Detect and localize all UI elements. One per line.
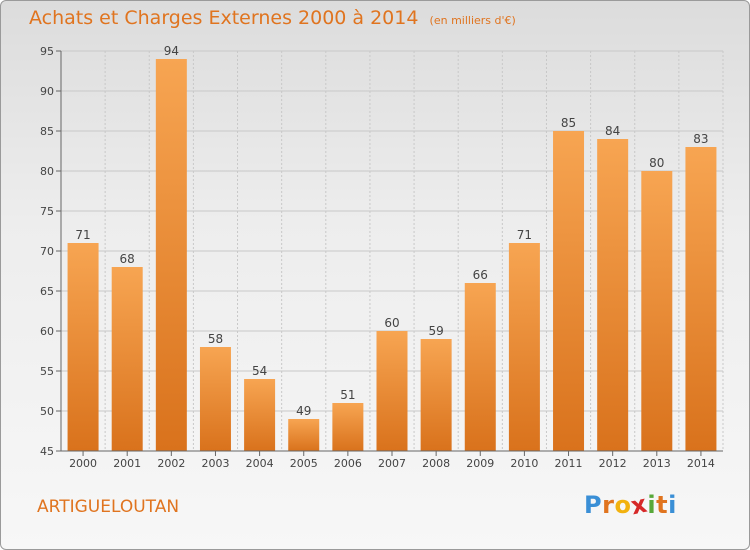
bar-2011: [553, 131, 585, 451]
y-tick-label: 60: [40, 325, 54, 338]
data-label: 54: [252, 364, 267, 378]
bar-2000: [67, 243, 99, 451]
y-tick-label: 95: [40, 45, 54, 58]
bar-2002: [155, 59, 187, 451]
x-tick-label: 2004: [246, 457, 274, 470]
data-label: 84: [605, 124, 620, 138]
x-tick-label: 2012: [599, 457, 627, 470]
data-label: 51: [340, 388, 355, 402]
bar-2007: [376, 331, 408, 451]
bar-2010: [508, 243, 540, 451]
data-label: 68: [120, 252, 135, 266]
x-tick-label: 2013: [643, 457, 671, 470]
data-label: 83: [693, 132, 708, 146]
bar-2012: [597, 139, 629, 451]
y-tick-label: 70: [40, 245, 54, 258]
logo-letter: P: [584, 491, 603, 519]
bar-2006: [332, 403, 364, 451]
data-label: 60: [384, 316, 399, 330]
data-label: 94: [164, 44, 179, 58]
data-label: 59: [428, 324, 443, 338]
y-tick-label: 45: [40, 445, 54, 458]
bar-2004: [244, 379, 276, 451]
chart-title: Achats et Charges Externes 2000 à 2014 (…: [29, 7, 516, 29]
x-tick-label: 2009: [466, 457, 494, 470]
x-tick-label: 2008: [422, 457, 450, 470]
commune-name: ARTIGUELOUTAN: [37, 497, 180, 517]
x-tick-label: 2010: [510, 457, 538, 470]
y-tick-label: 80: [40, 165, 54, 178]
logo-letter: r: [602, 491, 615, 519]
bar-2008: [420, 339, 452, 451]
data-label: 66: [473, 268, 488, 282]
y-tick-label: 90: [40, 85, 54, 98]
x-tick-label: 2007: [378, 457, 406, 470]
bar-2013: [641, 171, 673, 451]
x-tick-label: 2001: [113, 457, 141, 470]
data-label: 80: [649, 156, 664, 170]
x-tick-label: 2006: [334, 457, 362, 470]
logo-letter: i: [647, 491, 657, 519]
title-main: Achats et Charges Externes 2000 à 2014: [29, 7, 419, 29]
bar-2001: [111, 267, 143, 451]
x-tick-label: 2014: [687, 457, 715, 470]
x-tick-label: 2011: [555, 457, 583, 470]
bar-2005: [288, 419, 320, 451]
x-tick-label: 2002: [157, 457, 185, 470]
y-tick-label: 55: [40, 365, 54, 378]
logo-letter: t: [656, 491, 669, 519]
data-label: 71: [75, 228, 90, 242]
proxiti-logo: Proxiti: [584, 490, 677, 521]
y-tick-label: 85: [40, 125, 54, 138]
title-unit: (en milliers d'€): [429, 14, 516, 27]
bar-2003: [199, 347, 231, 451]
bar-2014: [685, 147, 717, 451]
y-tick-label: 75: [40, 205, 54, 218]
y-tick-label: 65: [40, 285, 54, 298]
data-label: 58: [208, 332, 223, 346]
x-tick-label: 2000: [69, 457, 97, 470]
data-label: 49: [296, 404, 311, 418]
bar-2009: [464, 283, 496, 451]
x-tick-label: 2003: [201, 457, 229, 470]
x-tick-label: 2005: [290, 457, 318, 470]
y-tick-label: 50: [40, 405, 54, 418]
data-label: 71: [517, 228, 532, 242]
data-label: 85: [561, 116, 576, 130]
logo-letter: i: [668, 491, 677, 519]
logo-letter: o: [614, 491, 632, 519]
